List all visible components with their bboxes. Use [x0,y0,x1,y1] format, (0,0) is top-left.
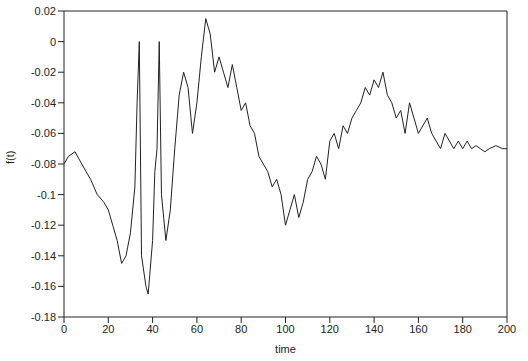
svg-text:-0.1: -0.1 [37,189,56,201]
svg-text:20: 20 [102,323,114,335]
svg-text:100: 100 [276,323,294,335]
svg-text:80: 80 [235,323,247,335]
svg-text:f(t): f(t) [4,151,16,164]
svg-text:160: 160 [409,323,427,335]
svg-text:-0.18: -0.18 [31,311,56,323]
svg-text:-0.06: -0.06 [31,127,56,139]
svg-text:0: 0 [50,36,56,48]
svg-text:-0.02: -0.02 [31,66,56,78]
svg-text:-0.12: -0.12 [31,219,56,231]
svg-text:200: 200 [498,323,516,335]
svg-text:-0.04: -0.04 [31,97,56,109]
svg-text:-0.14: -0.14 [31,250,56,262]
svg-text:-0.08: -0.08 [31,158,56,170]
svg-text:140: 140 [365,323,383,335]
svg-text:120: 120 [321,323,339,335]
svg-text:time: time [275,343,296,355]
svg-text:0.02: 0.02 [35,5,56,17]
svg-text:40: 40 [146,323,158,335]
svg-text:180: 180 [454,323,472,335]
svg-text:0: 0 [61,323,67,335]
svg-text:60: 60 [191,323,203,335]
svg-text:-0.16: -0.16 [31,280,56,292]
